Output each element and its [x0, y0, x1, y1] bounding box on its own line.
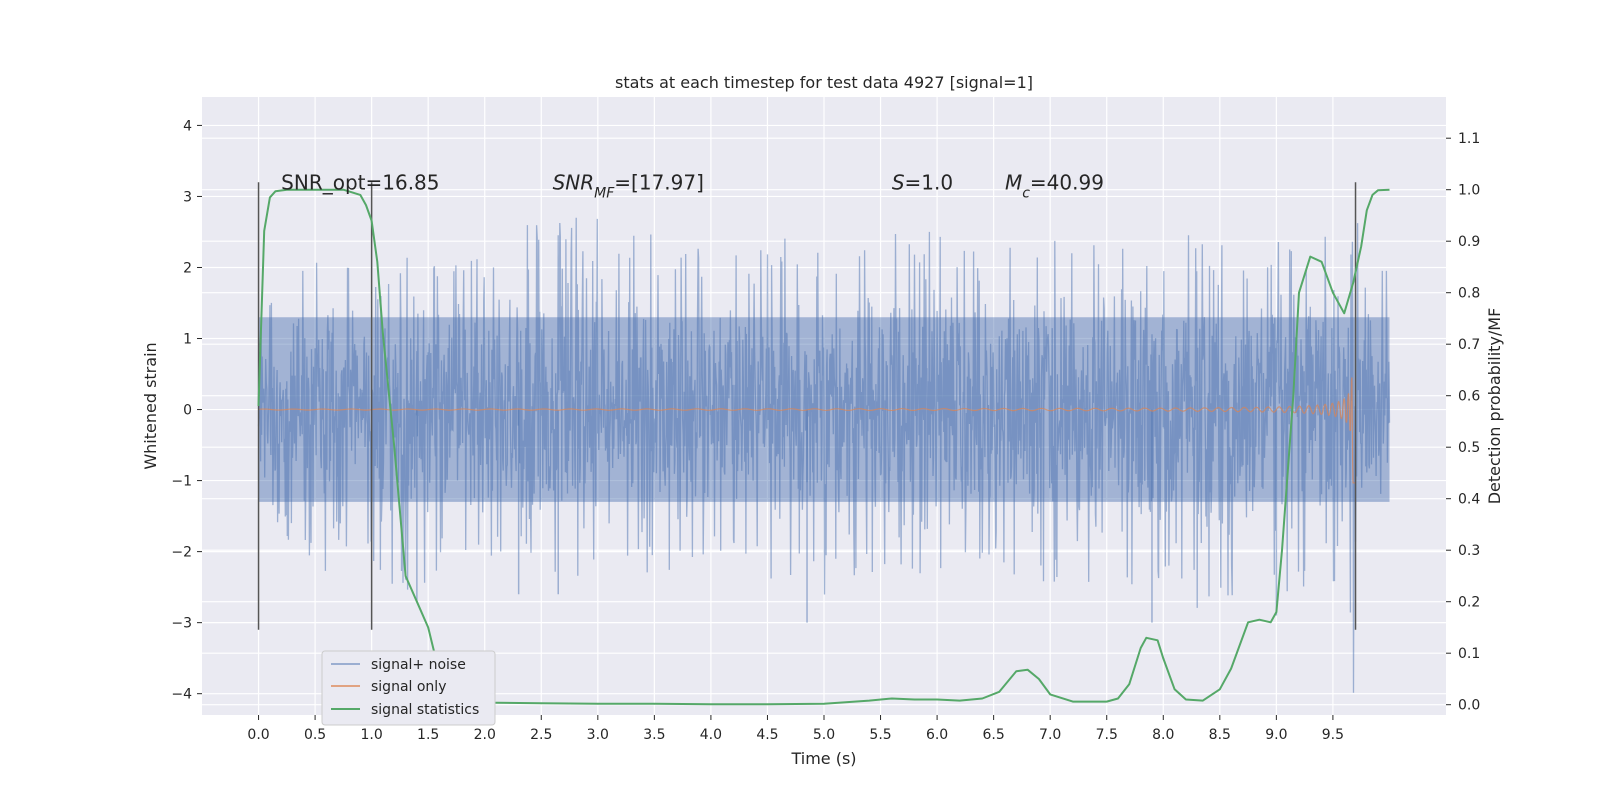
y-tick-label: 2: [183, 260, 192, 276]
y-tick-label: −4: [171, 687, 192, 703]
y2-tick-label: 0.0: [1458, 698, 1480, 714]
y2-tick-label: 0.7: [1458, 337, 1480, 353]
annotation-s-value: S=1.0: [892, 171, 953, 195]
y2-ticks: 0.0 0.1 0.2 0.3 0.4 0.5 0.6 0.7 0.8 0.9 1.0 1.1: [1446, 131, 1480, 714]
y2-tick-label: 0.4: [1458, 492, 1480, 508]
y2-tick-label: 0.8: [1458, 286, 1480, 302]
y-tick-label: −2: [171, 545, 192, 561]
series-signal-statistics: [257, 188, 1390, 706]
x-axis-label: Time (s): [790, 749, 856, 768]
x-tick-label: 3.5: [643, 727, 665, 743]
y-tick-label: −1: [171, 474, 192, 490]
x-tick-label: 2.0: [474, 727, 496, 743]
y2-tick-label: 0.1: [1458, 646, 1480, 662]
annotation-part: SNR: [553, 171, 595, 195]
annotation-part: SNR_opt=16.85: [281, 171, 439, 195]
annotation-snr-opt: SNR_opt=16.85: [281, 171, 439, 195]
x-tick-label: 9.0: [1265, 727, 1287, 743]
plot-area: [257, 182, 1391, 706]
y-tick-label: 3: [183, 189, 192, 205]
x-tick-label: 5.0: [813, 727, 835, 743]
y-tick-label: −3: [171, 616, 192, 632]
x-tick-label: 7.0: [1039, 727, 1061, 743]
x-tick-label: 6.5: [983, 727, 1005, 743]
annotation-chirp-mass: Mc=40.99: [1005, 171, 1104, 202]
annotations: SNR_opt=16.85 SNRMF=[17.97] S=1.0 Mc=40.99: [281, 171, 1104, 202]
chart-title: stats at each timestep for test data 492…: [615, 73, 1033, 92]
legend-label-signal-plus-noise: signal+ noise: [371, 657, 466, 673]
legend-label-signal-only: signal only: [371, 679, 446, 695]
y2-tick-label: 0.2: [1458, 595, 1480, 611]
x-tick-label: 8.0: [1152, 727, 1174, 743]
annotation-part: =40.99: [1030, 171, 1104, 195]
x-tick-label: 3.0: [587, 727, 609, 743]
x-tick-label: 8.5: [1209, 727, 1231, 743]
annotation-part: MF: [594, 186, 615, 202]
y-tick-label: 0: [183, 403, 192, 419]
signal-statistics-line: [257, 188, 1390, 706]
y2-axis-label: Detection probability/MF: [1485, 308, 1504, 505]
y2-tick-label: 0.5: [1458, 440, 1480, 456]
y2-tick-label: 0.6: [1458, 389, 1480, 405]
x-tick-label: 9.5: [1322, 727, 1344, 743]
y2-tick-label: 1.0: [1458, 183, 1480, 199]
x-tick-label: 7.5: [1096, 727, 1118, 743]
y-tick-label: 1: [183, 332, 192, 348]
x-tick-label: 6.0: [926, 727, 948, 743]
annotation-part: M: [1005, 171, 1022, 195]
x-ticks: 0.0 0.5 1.0 1.5 2.0 2.5 3.0 3.5 4.0 4.5 5.0 5.5 6.0 6…: [247, 715, 1344, 743]
legend-label-signal-statistics: signal statistics: [371, 702, 479, 718]
signal-plus-noise-band: [258, 317, 1390, 502]
x-tick-label: 4.5: [756, 727, 778, 743]
annotation-part: =1.0: [905, 171, 954, 195]
y2-tick-label: 0.9: [1458, 234, 1480, 250]
y2-tick-label: 1.1: [1458, 131, 1480, 147]
x-tick-label: 4.0: [700, 727, 722, 743]
annotation-snr-mf: SNRMF=[17.97]: [553, 171, 704, 202]
x-tick-label: 0.5: [304, 727, 326, 743]
y2-tick-label: 0.3: [1458, 543, 1480, 559]
x-tick-label: 1.5: [417, 727, 439, 743]
annotation-part: =[17.97]: [614, 171, 704, 195]
annotation-part: c: [1022, 186, 1030, 202]
legend-box: [321, 650, 496, 726]
x-tick-label: 0.0: [247, 727, 269, 743]
annotation-part: S: [892, 171, 905, 195]
y-tick-label: 4: [183, 118, 192, 134]
x-tick-label: 5.5: [869, 727, 891, 743]
legend: signal+ noise signal only signal statist…: [321, 650, 496, 726]
x-tick-label: 1.0: [361, 727, 383, 743]
y-ticks: −4 −3 −2 −1 0 1 2 3 4: [171, 118, 202, 703]
x-tick-label: 2.5: [530, 727, 552, 743]
y-axis-label: Whitened strain: [141, 342, 160, 469]
series-signal-only: [258, 377, 1356, 484]
signal-only-line: [258, 377, 1356, 484]
